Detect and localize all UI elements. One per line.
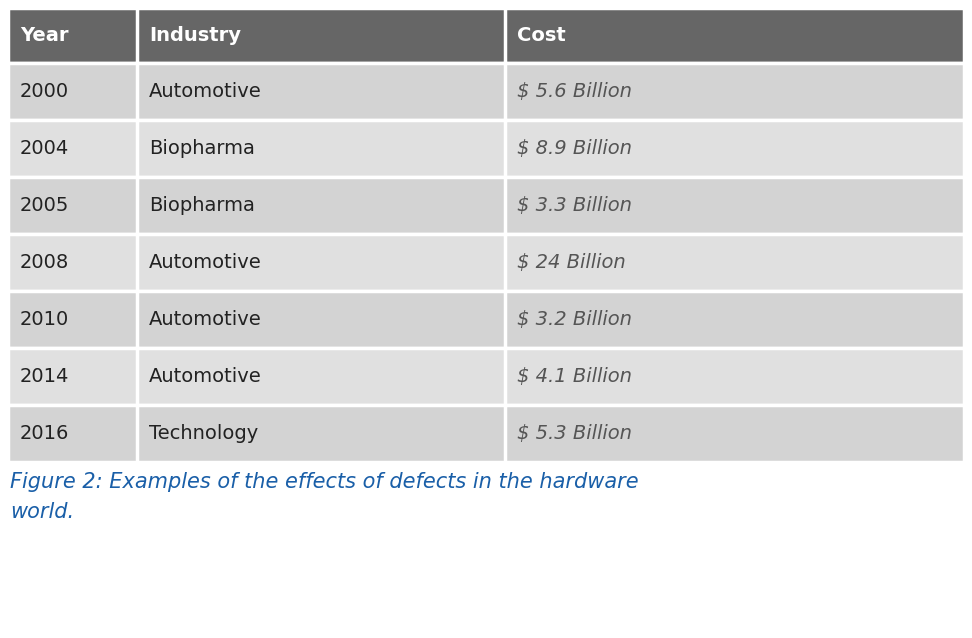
Text: Automotive: Automotive [149,310,261,329]
Text: 2005: 2005 [20,196,69,215]
Bar [8,348,964,405]
Text: $ 5.3 Billion: $ 5.3 Billion [517,424,632,443]
Text: 2016: 2016 [20,424,69,443]
Bar [8,405,964,462]
Text: $ 3.3 Billion: $ 3.3 Billion [517,196,632,215]
Text: 2010: 2010 [20,310,69,329]
Text: 2004: 2004 [20,139,69,158]
Bar [8,234,964,291]
Bar [8,120,964,177]
Text: 2008: 2008 [20,253,69,272]
Text: 2014: 2014 [20,367,69,386]
Text: Cost: Cost [517,26,566,45]
Bar [8,8,964,63]
Text: Year: Year [20,26,68,45]
Text: Biopharma: Biopharma [149,196,255,215]
Text: Automotive: Automotive [149,253,261,272]
Text: $ 4.1 Billion: $ 4.1 Billion [517,367,632,386]
Text: $ 24 Billion: $ 24 Billion [517,253,626,272]
Text: $ 8.9 Billion: $ 8.9 Billion [517,139,632,158]
Text: $ 3.2 Billion: $ 3.2 Billion [517,310,632,329]
Bar [8,291,964,348]
Text: Biopharma: Biopharma [149,139,255,158]
Bar [8,177,964,234]
Text: Technology: Technology [149,424,259,443]
Text: Figure 2: Examples of the effects of defects in the hardware
world.: Figure 2: Examples of the effects of def… [10,472,639,522]
Text: Industry: Industry [149,26,241,45]
Text: Automotive: Automotive [149,367,261,386]
Text: Automotive: Automotive [149,82,261,101]
Bar [8,63,964,120]
Text: $ 5.6 Billion: $ 5.6 Billion [517,82,632,101]
Text: 2000: 2000 [20,82,69,101]
